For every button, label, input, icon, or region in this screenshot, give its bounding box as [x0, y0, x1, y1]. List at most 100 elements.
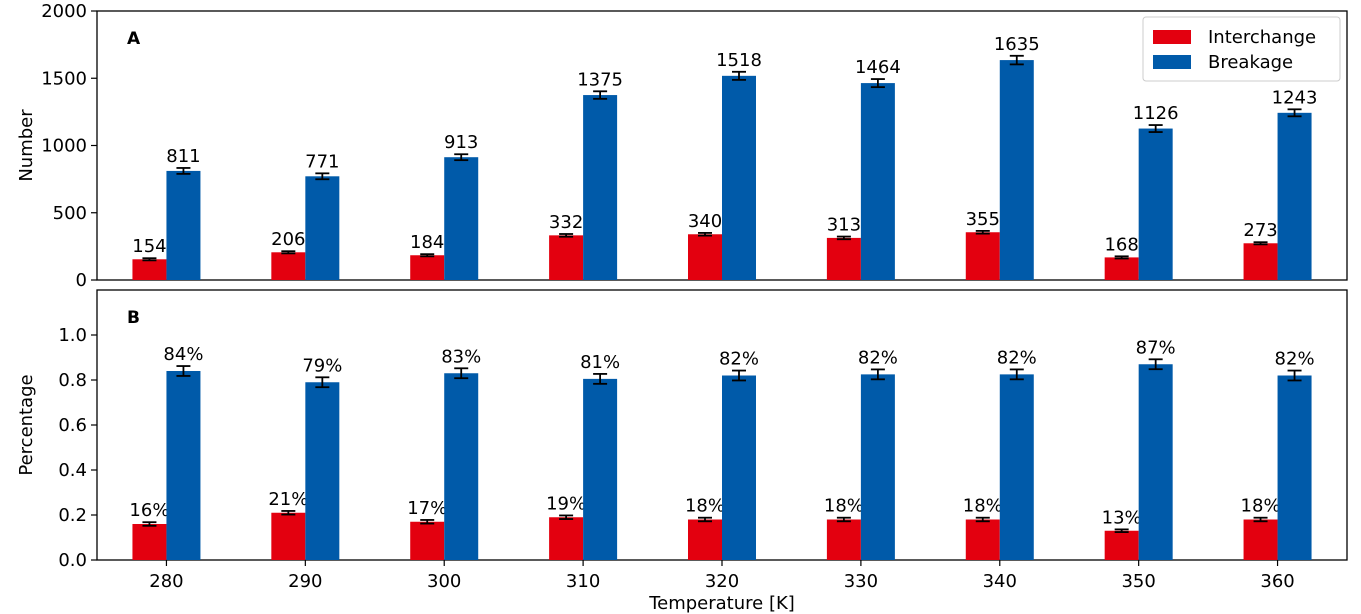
interchange-bar: [965, 519, 1000, 560]
breakage-value-label: 82%: [997, 347, 1037, 368]
y-tick-label: 1000: [41, 136, 87, 157]
interchange-value-label: 206: [271, 229, 305, 250]
y-axis-title: Number: [16, 109, 37, 182]
breakage-value-label: 913: [444, 132, 478, 153]
interchange-bar: [132, 524, 167, 560]
panel-letter: B: [127, 308, 140, 328]
interchange-bar: [688, 519, 722, 560]
interchange-value-label: 19%: [546, 493, 586, 514]
y-tick-label: 0.6: [58, 415, 87, 436]
breakage-bar: [722, 375, 756, 560]
interchange-bar: [271, 512, 306, 560]
interchange-bar: [410, 255, 445, 280]
interchange-value-label: 184: [410, 232, 444, 253]
breakage-value-label: 87%: [1136, 337, 1176, 358]
interchange-value-label: 21%: [268, 489, 308, 510]
interchange-bar: [132, 259, 167, 280]
interchange-bar: [1243, 243, 1278, 280]
x-tick-label: 340: [983, 571, 1017, 592]
interchange-value-label: 17%: [407, 498, 447, 519]
y-tick-label: 0: [76, 270, 87, 291]
breakage-value-label: 82%: [719, 349, 759, 370]
breakage-value-label: 1635: [994, 34, 1040, 55]
interchange-value-label: 13%: [1102, 507, 1142, 528]
breakage-bar: [999, 60, 1034, 280]
breakage-value-label: 79%: [302, 355, 342, 376]
y-tick-label: 0.0: [58, 550, 87, 571]
interchange-bar: [549, 517, 584, 560]
interchange-value-label: 16%: [129, 500, 169, 521]
breakage-bar: [1277, 112, 1312, 280]
breakage-bar: [722, 75, 756, 280]
x-tick-label: 360: [1260, 571, 1294, 592]
x-tick-label: 290: [288, 571, 322, 592]
interchange-bar: [271, 252, 306, 280]
panel-a-number-chart: 0 500 1000 1500 2000 Number A 154 206 184 332 340 31…: [16, 1, 1348, 291]
interchange-bar: [410, 521, 445, 560]
breakage-value-label: 1375: [577, 69, 623, 90]
interchange-bar: [826, 519, 861, 560]
breakage-bar: [444, 373, 479, 560]
interchange-value-label: 18%: [1241, 496, 1281, 517]
y-tick-label: 500: [53, 203, 87, 224]
breakage-bar: [1138, 128, 1173, 280]
y-tick-label: 0.8: [58, 370, 87, 391]
y-tick-label: 1500: [41, 68, 87, 89]
x-tick-label: 310: [566, 571, 600, 592]
interchange-bar: [549, 235, 584, 280]
breakage-value-label: 1518: [716, 50, 762, 71]
breakage-bar: [305, 176, 340, 280]
y-tick-label: 2000: [41, 1, 87, 22]
legend-box: [1142, 16, 1341, 82]
breakage-bar: [166, 371, 201, 560]
x-tick-label: 300: [427, 571, 461, 592]
x-tick-label: 350: [1121, 571, 1155, 592]
x-tick-label: 330: [844, 571, 878, 592]
breakage-value-label: 811: [166, 146, 200, 167]
breakage-bar: [1277, 375, 1312, 560]
y-tick-label: 0.2: [58, 505, 87, 526]
x-tick-label: 280: [149, 571, 183, 592]
panel-letter: A: [127, 29, 141, 49]
interchange-bar: [688, 234, 722, 280]
interchange-bar: [1243, 519, 1278, 560]
interchange-value-label: 168: [1104, 234, 1138, 255]
interchange-value-label: 313: [827, 215, 861, 236]
panel-b-percentage-chart: 0.0 0.2 0.4 0.6 0.8 1.0 Percentage B 280 290 300 31…: [16, 289, 1348, 592]
interchange-value-label: 154: [132, 236, 166, 257]
breakage-bar: [999, 374, 1034, 560]
interchange-legend-label: Interchange: [1208, 27, 1316, 48]
y-tick-label: 0.4: [58, 460, 87, 481]
x-axis-title: Temperature [K]: [648, 593, 795, 614]
legend: Interchange Breakage: [1142, 16, 1341, 82]
interchange-value-label: 355: [966, 209, 1000, 230]
breakage-value-label: 82%: [858, 347, 898, 368]
breakage-value-label: 1126: [1133, 103, 1179, 124]
breakage-bar: [1138, 364, 1173, 560]
breakage-value-label: 1243: [1272, 87, 1318, 108]
breakage-bar: [860, 374, 895, 560]
interchange-value-label: 273: [1243, 220, 1277, 241]
breakage-value-label: 84%: [163, 344, 203, 365]
breakage-value-label: 81%: [580, 352, 620, 373]
breakage-legend-swatch: [1153, 55, 1191, 69]
breakage-bar: [444, 157, 479, 280]
interchange-value-label: 18%: [963, 496, 1003, 517]
interchange-value-label: 340: [688, 211, 722, 232]
breakage-value-label: 83%: [441, 346, 481, 367]
breakage-bar: [305, 382, 340, 560]
interchange-bar: [1104, 257, 1139, 280]
breakage-value-label: 82%: [1275, 349, 1315, 370]
breakage-bar: [583, 378, 618, 560]
interchange-value-label: 18%: [685, 496, 725, 517]
breakage-value-label: 1464: [855, 57, 901, 78]
interchange-bar: [1104, 530, 1139, 560]
interchange-legend-swatch: [1153, 30, 1191, 44]
breakage-value-label: 771: [305, 151, 339, 172]
breakage-bar: [583, 95, 618, 280]
interchange-value-label: 332: [549, 212, 583, 233]
interchange-bar: [965, 232, 1000, 280]
breakage-bar: [860, 83, 895, 280]
breakage-bar: [166, 170, 201, 280]
